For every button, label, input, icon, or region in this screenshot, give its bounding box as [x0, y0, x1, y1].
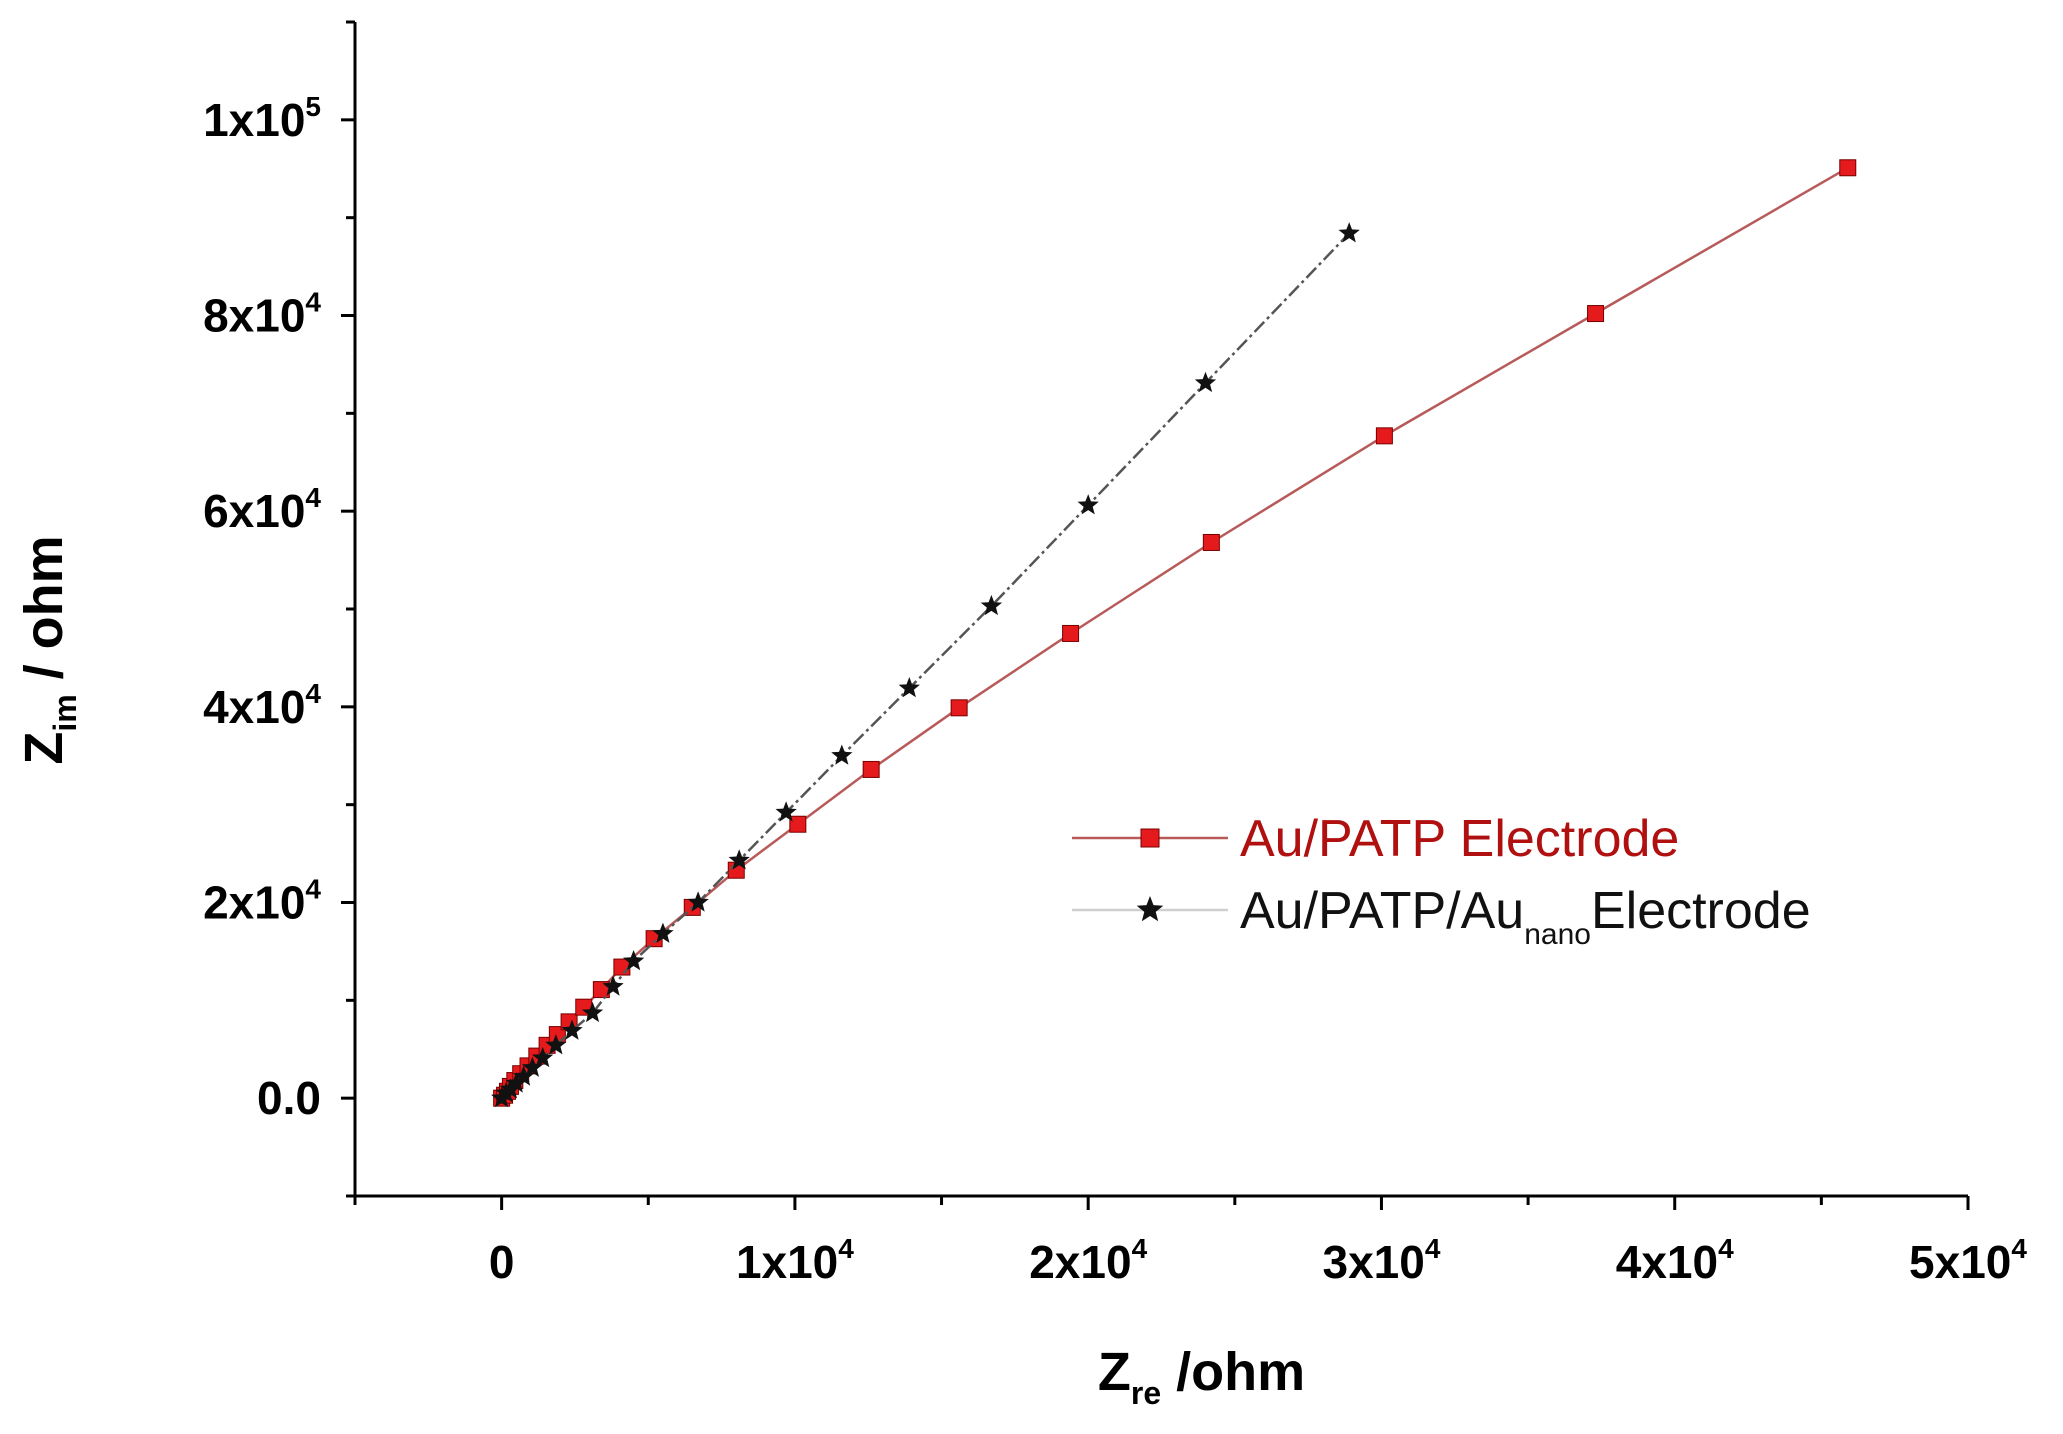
data-point — [545, 1034, 567, 1055]
y-tick-label: 4x104 — [203, 678, 321, 733]
legend-marker — [1136, 896, 1164, 922]
data-point — [1338, 222, 1360, 243]
data-point — [652, 922, 674, 943]
data-point — [980, 594, 1003, 616]
data-point — [1839, 159, 1857, 177]
axes-layer: 0 1x104 2x104 3x104 4x104 5x104 0.0 2x104 4x104 6… — [14, 20, 2027, 1411]
series-1 — [493, 159, 1857, 1107]
x-tick-label: 4x104 — [1616, 1233, 1734, 1288]
data-point — [898, 677, 920, 698]
y-tick-label: 0.0 — [257, 1072, 321, 1124]
legend-item: Au/PATP/AunanoElectrode — [1072, 882, 1811, 951]
legend-label: Au/PATP/AunanoElectrode — [1240, 882, 1811, 951]
data-point — [561, 1019, 583, 1040]
x-tick-label: 0 — [489, 1236, 515, 1288]
data-point — [831, 744, 853, 765]
x-tick-label: 5x104 — [1909, 1233, 2027, 1288]
data-point — [499, 1078, 522, 1099]
y-tick-label: 1x105 — [203, 91, 321, 146]
data-point — [532, 1046, 554, 1068]
x-tick-label: 2x104 — [1029, 1233, 1147, 1288]
legend: Au/PATP Electrode Au/PATP/AunanoElectrode — [1072, 810, 1811, 951]
data-point — [728, 849, 750, 870]
data-point — [687, 891, 709, 912]
x-tick-label: 3x104 — [1322, 1233, 1440, 1288]
data-point — [1077, 494, 1099, 515]
data-point — [1587, 305, 1605, 323]
y-axis-title: Zim / ohm — [14, 535, 83, 764]
data-point — [1062, 624, 1080, 642]
data-point — [602, 975, 624, 996]
data-point — [789, 815, 807, 833]
data-point — [950, 699, 968, 717]
legend-label: Au/PATP Electrode — [1240, 810, 1679, 868]
y-tick-label: 8x104 — [203, 287, 321, 342]
series-line — [500, 166, 1849, 1100]
legend-marker — [1140, 828, 1160, 848]
data-point — [623, 950, 645, 971]
data-point — [505, 1072, 527, 1093]
y-tick-label: 6x104 — [203, 482, 321, 537]
x-axis-title: Zre /ohm — [1098, 1342, 1305, 1411]
data-point — [1375, 427, 1393, 445]
data-point — [775, 801, 797, 822]
data-point — [521, 1056, 544, 1077]
data-point — [1194, 371, 1217, 393]
series-2 — [491, 222, 1360, 1108]
legend-item: Au/PATP Electrode — [1072, 810, 1679, 868]
data-point — [513, 1065, 535, 1086]
x-tick-label: 1x104 — [736, 1233, 854, 1288]
data-point — [581, 1001, 604, 1023]
y-tick-label: 2x104 — [203, 874, 321, 929]
data-point — [1202, 533, 1220, 551]
data-point — [862, 760, 880, 778]
series-layer — [491, 159, 1857, 1108]
